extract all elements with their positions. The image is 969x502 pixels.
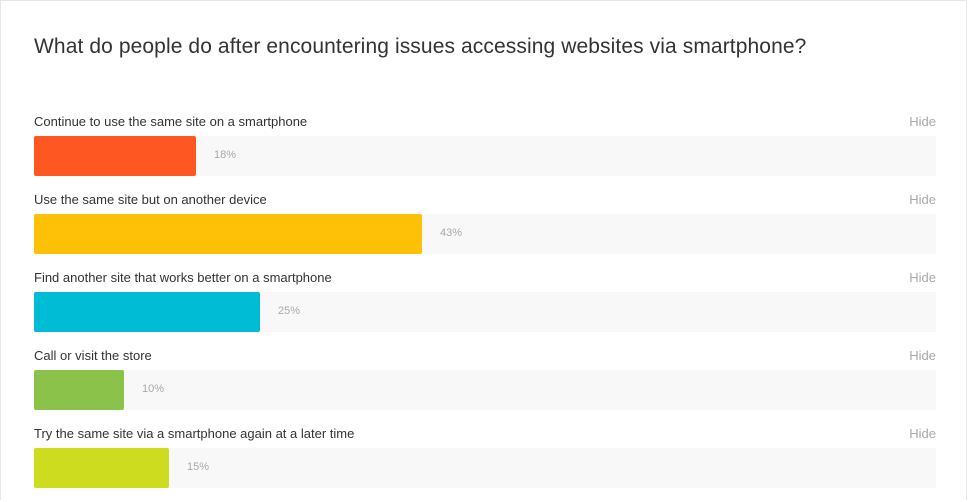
hide-button[interactable]: Hide: [909, 348, 936, 363]
bar-label: Call or visit the store: [34, 348, 152, 363]
bar-label: Find another site that works better on a…: [34, 270, 332, 285]
bar-value-label: 10%: [142, 383, 165, 395]
bar-value-label: 18%: [214, 149, 237, 161]
hide-button[interactable]: Hide: [909, 192, 936, 207]
bar-row: Use the same site but on another device H…: [34, 190, 936, 268]
bar-label: Use the same site but on another device: [34, 192, 267, 207]
bar-value-label: 43%: [440, 227, 463, 239]
bar-track: 43%: [34, 214, 936, 254]
bar-row: Find another site that works better on a…: [34, 268, 936, 346]
bar: [34, 448, 169, 488]
bar-label: Try the same site via a smartphone again…: [34, 426, 355, 441]
bar-track: 15%: [34, 448, 936, 488]
bar-label: Continue to use the same site on a smart…: [34, 114, 308, 129]
bar-track: 10%: [34, 370, 936, 410]
bar-row-header: Find another site that works better on a…: [34, 268, 936, 292]
hide-button[interactable]: Hide: [909, 270, 936, 285]
bar: [34, 136, 196, 176]
bar-row-header: Use the same site but on another device H…: [34, 190, 936, 214]
bar: [34, 214, 422, 254]
bar-row-header: Call or visit the store Hide: [34, 346, 936, 370]
bar-value-label: 25%: [278, 305, 301, 317]
bar-row: Try the same site via a smartphone again…: [34, 424, 936, 502]
hide-button[interactable]: Hide: [909, 114, 936, 129]
bar-value-label: 15%: [187, 461, 210, 473]
bar-row: Call or visit the store Hide 10%: [34, 346, 936, 424]
bar-row-header: Continue to use the same site on a smart…: [34, 112, 936, 136]
bar-track: 18%: [34, 136, 936, 176]
chart-title: What do people do after encountering iss…: [34, 35, 807, 58]
bar-track: 25%: [34, 292, 936, 332]
bar-list: Continue to use the same site on a smart…: [34, 112, 936, 502]
bar: [34, 370, 124, 410]
bar-row-header: Try the same site via a smartphone again…: [34, 424, 936, 448]
hide-button[interactable]: Hide: [909, 426, 936, 441]
bar: [34, 292, 260, 332]
bar-row: Continue to use the same site on a smart…: [34, 112, 936, 190]
